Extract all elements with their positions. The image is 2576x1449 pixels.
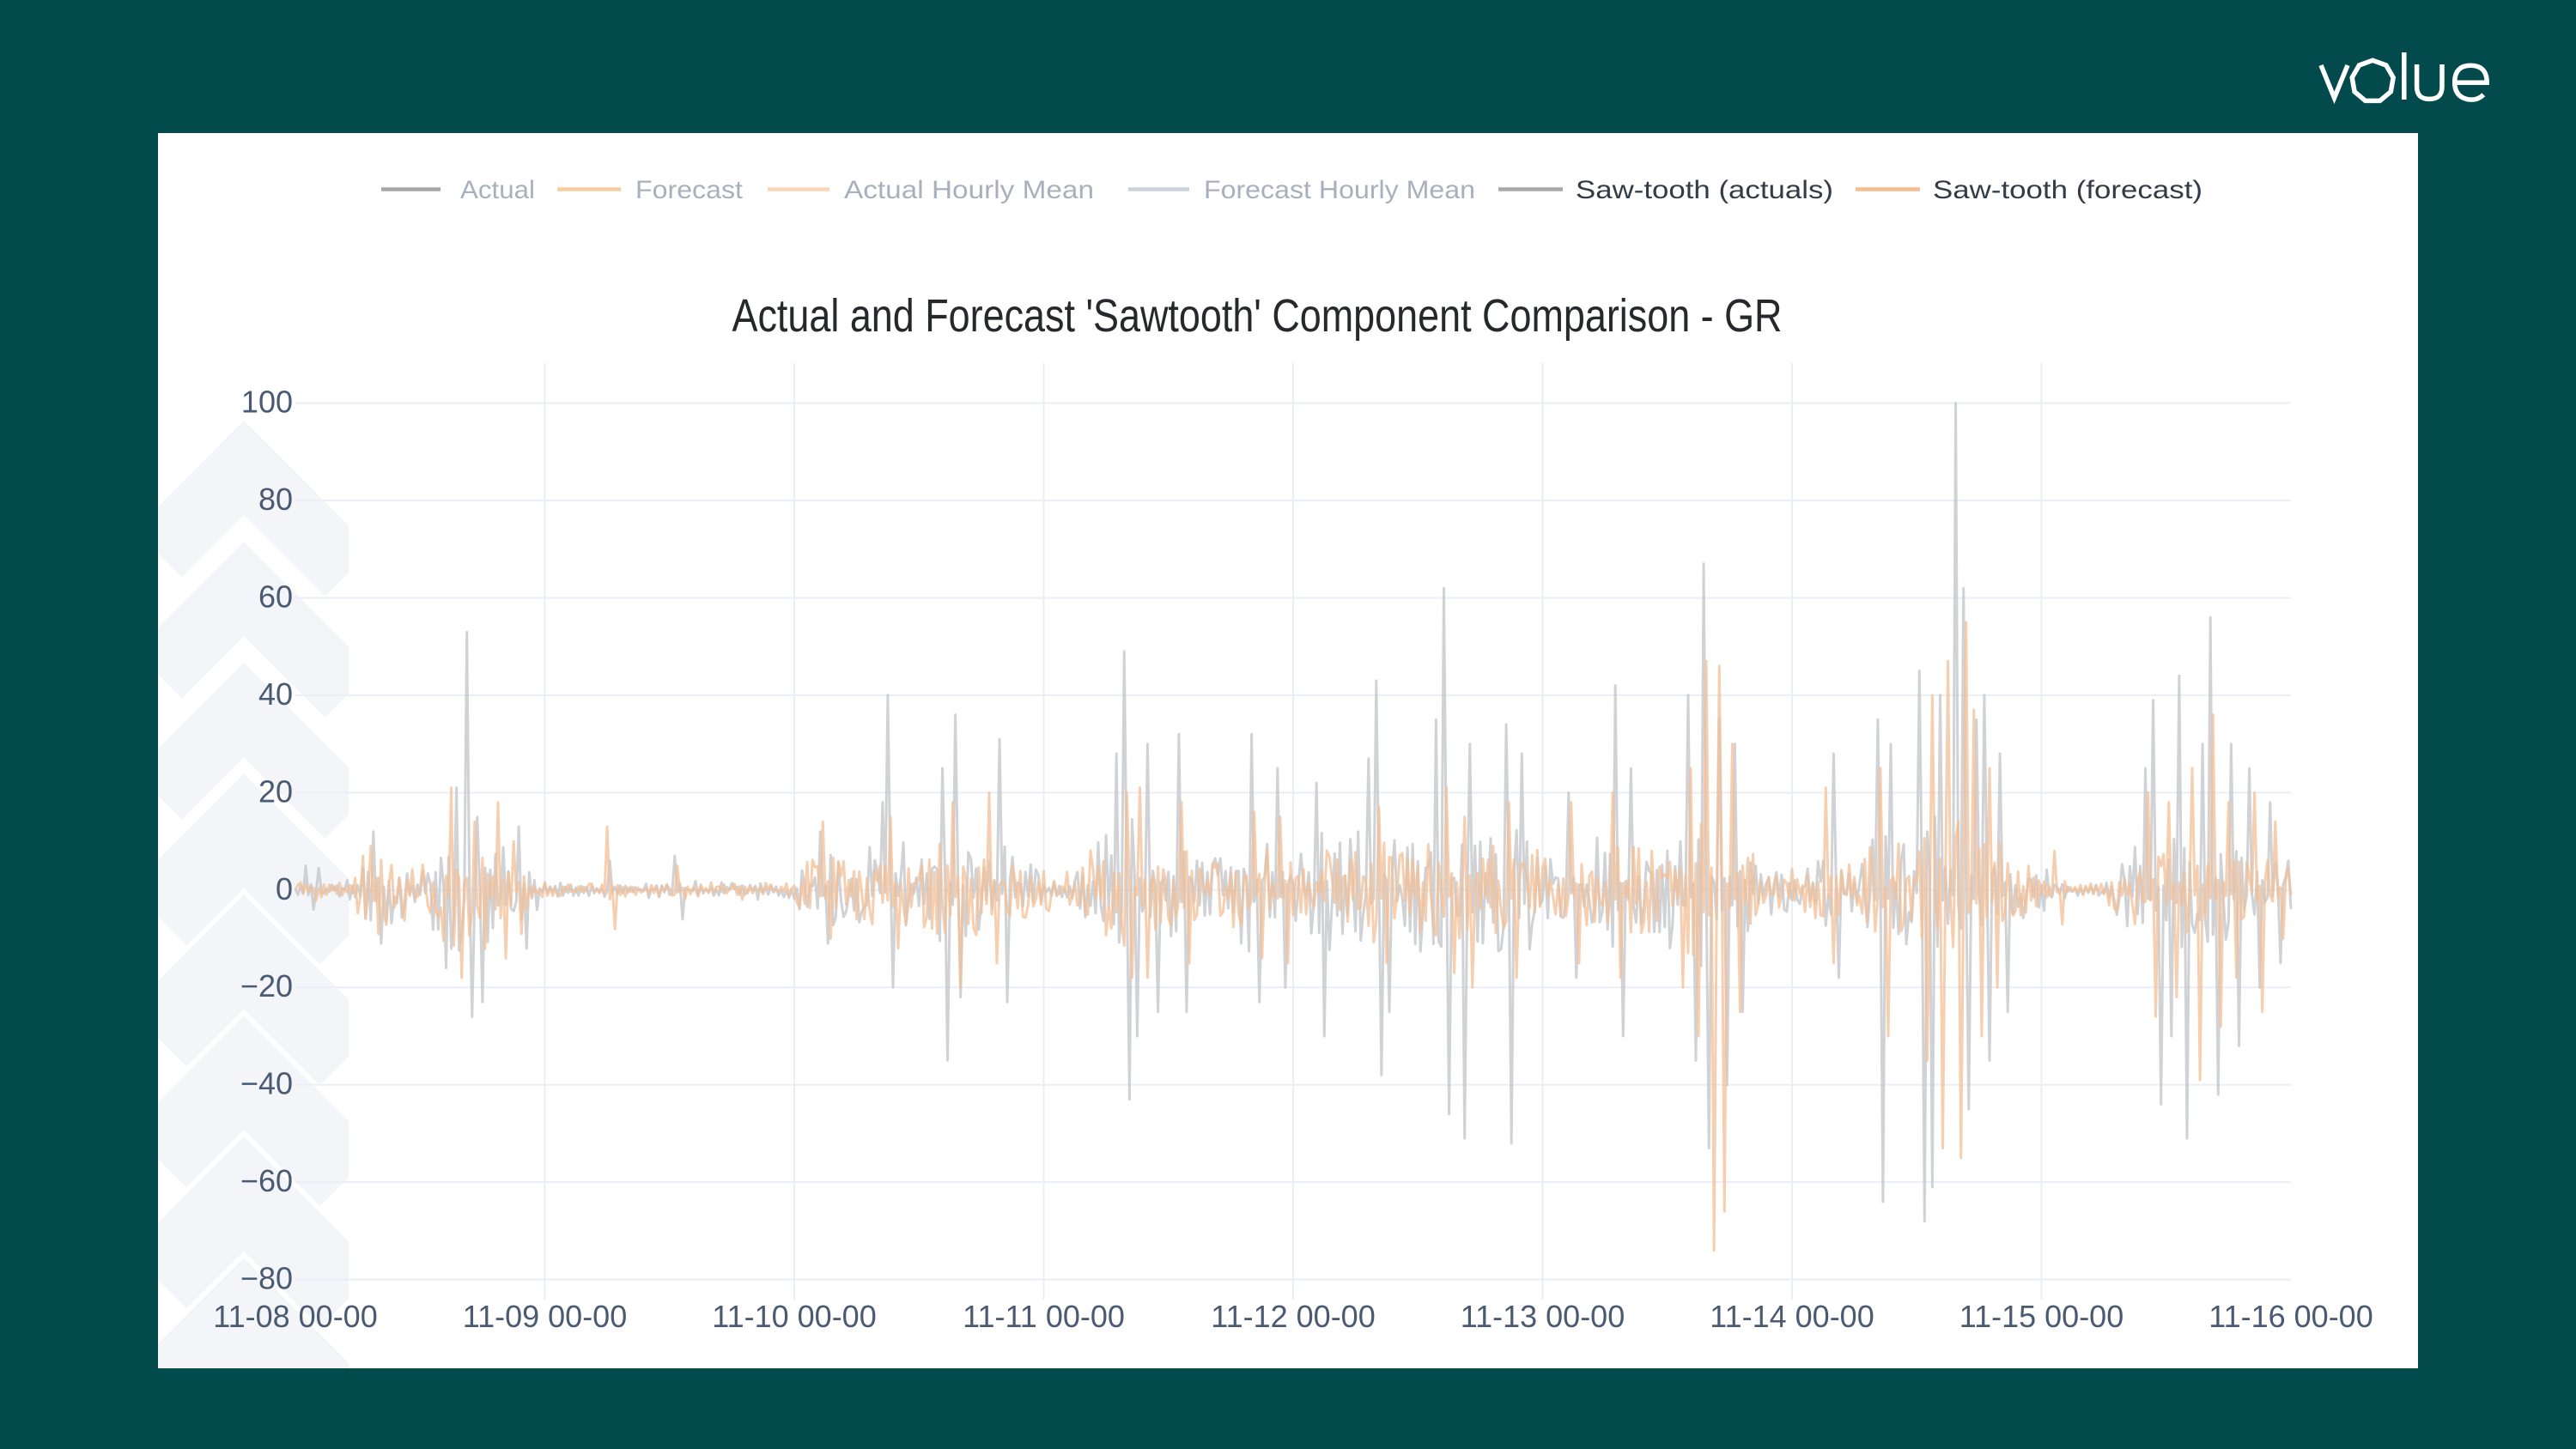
svg-text:−80: −80	[240, 1261, 293, 1296]
svg-text:80: 80	[258, 482, 293, 517]
svg-text:−20: −20	[240, 968, 293, 1003]
svg-text:40: 40	[258, 676, 293, 712]
svg-text:Actual Hourly Mean: Actual Hourly Mean	[844, 176, 1094, 204]
svg-text:20: 20	[258, 773, 293, 809]
svg-text:100: 100	[241, 385, 293, 420]
svg-text:Saw-tooth (forecast): Saw-tooth (forecast)	[1933, 176, 2202, 204]
svg-text:11-08 00-00: 11-08 00-00	[213, 1299, 377, 1334]
svg-text:11-15 00-00: 11-15 00-00	[1959, 1299, 2123, 1334]
svg-text:Actual and Forecast 'Sawtooth': Actual and Forecast 'Sawtooth' Component…	[732, 290, 1783, 342]
svg-text:11-11 00-00: 11-11 00-00	[963, 1299, 1125, 1334]
svg-text:11-16 00-00: 11-16 00-00	[2208, 1299, 2372, 1334]
svg-text:−60: −60	[240, 1163, 293, 1198]
svg-text:Forecast: Forecast	[635, 176, 744, 204]
svg-text:11-12 00-00: 11-12 00-00	[1211, 1299, 1375, 1334]
svg-text:Actual: Actual	[460, 176, 535, 204]
svg-text:0: 0	[276, 871, 293, 906]
svg-text:11-10 00-00: 11-10 00-00	[712, 1299, 876, 1334]
svg-text:−40: −40	[240, 1066, 293, 1101]
svg-text:60: 60	[258, 579, 293, 615]
svg-text:11-09 00-00: 11-09 00-00	[463, 1299, 627, 1334]
svg-text:11-13 00-00: 11-13 00-00	[1461, 1299, 1625, 1334]
svg-text:Saw-tooth (actuals): Saw-tooth (actuals)	[1576, 176, 1833, 204]
svg-text:11-14 00-00: 11-14 00-00	[1710, 1299, 1874, 1334]
svg-text:Forecast Hourly Mean: Forecast Hourly Mean	[1204, 176, 1475, 204]
